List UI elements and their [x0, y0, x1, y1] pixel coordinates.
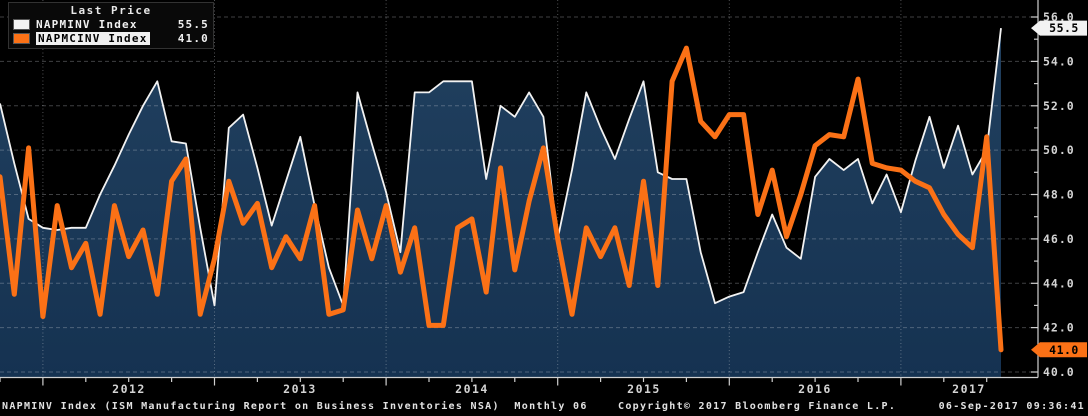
x-axis-year-label: 2012 — [112, 382, 146, 396]
y-axis-label: 48.0 — [1043, 188, 1075, 202]
x-axis-year-label: 2013 — [283, 382, 317, 396]
footer-series-description: NAPMINV Index (ISM Manufacturing Report … — [2, 401, 588, 412]
napminv-label[interactable]: NAPMINV Index — [36, 17, 138, 31]
napmcinv-last-price: 41.0 — [177, 31, 209, 45]
napmcinv-line — [0, 45, 1004, 353]
napmcinv-last-price-badge — [1031, 342, 1087, 358]
napmcinv-swatch-icon — [13, 32, 30, 44]
x-axis-year-label: 2017 — [952, 382, 986, 396]
y-axis-label: 44.0 — [1043, 276, 1075, 290]
y-axis-label: 56.0 — [1043, 10, 1075, 24]
napmcinv-last-price-badge-value: 41.0 — [1049, 343, 1079, 357]
x-axis-year-label: 2015 — [627, 382, 661, 396]
y-axis-label: 46.0 — [1043, 232, 1075, 246]
napminv-last-price: 55.5 — [177, 17, 209, 31]
legend-row-napminv[interactable]: NAPMINV Index 55.5 — [13, 17, 209, 31]
y-axis-label: 50.0 — [1043, 143, 1075, 157]
legend-row-napmcinv[interactable]: NAPMCINV Index 41.0 — [13, 31, 209, 45]
napminv-area-fill — [0, 28, 1001, 378]
y-axis-label: 52.0 — [1043, 99, 1075, 113]
footer-bar: NAPMINV Index (ISM Manufacturing Report … — [0, 400, 1088, 416]
napminv-last-price-badge — [1031, 20, 1087, 36]
y-axis-label: 42.0 — [1043, 321, 1075, 335]
y-axis-label: 40.0 — [1043, 365, 1075, 379]
x-axis-year-label: 2014 — [455, 382, 489, 396]
napmcinv-label[interactable]: NAPMCINV Index — [36, 31, 150, 45]
legend-panel: Last Price NAPMINV Index 55.5 NAPMCINV I… — [8, 2, 214, 49]
napminv-last-price-badge-value: 55.5 — [1049, 21, 1079, 35]
x-axis-year-label: 2016 — [798, 382, 832, 396]
footer-timestamp: 06-Sep-2017 09:36:41 — [938, 401, 1085, 412]
y-axis-label: 54.0 — [1043, 54, 1075, 68]
napminv-swatch-icon — [13, 18, 30, 30]
legend-title: Last Price — [70, 4, 152, 17]
napminv-line — [0, 27, 1002, 307]
footer-copyright: Copyright© 2017 Bloomberg Finance L.P. — [618, 401, 897, 412]
